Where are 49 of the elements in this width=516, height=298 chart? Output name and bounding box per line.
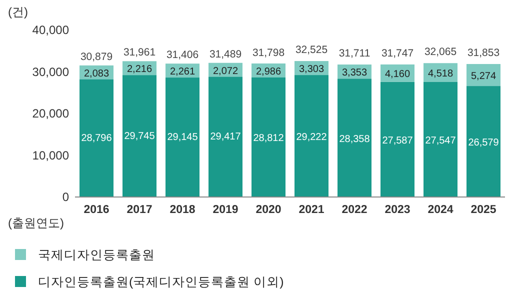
data-label: 28,358: [339, 134, 370, 145]
total-label: 31,798: [252, 47, 285, 60]
data-label: 29,145: [167, 132, 198, 144]
total-label: 31,747: [381, 47, 414, 60]
y-tick-label: 20,000: [32, 106, 70, 120]
y-axis-title: (건): [8, 5, 28, 19]
data-label: 29,417: [210, 132, 242, 143]
x-tick-label: 2021: [298, 204, 325, 216]
x-tick-label: 2018: [170, 204, 196, 216]
x-tick-label: 2020: [256, 204, 282, 216]
data-label: 28,796: [81, 132, 112, 144]
total-label: 31,406: [166, 48, 199, 61]
legend-label: 국제디자인등록출원: [38, 248, 155, 262]
y-tick-label: 0: [62, 190, 70, 204]
total-label: 31,489: [209, 48, 242, 61]
data-label: 26,579: [468, 138, 500, 149]
x-axis-title: (출원연도): [8, 216, 64, 230]
data-label: 4,518: [428, 68, 454, 80]
data-label: 27,547: [425, 135, 456, 146]
total-label: 31,961: [123, 46, 156, 59]
x-tick-label: 2025: [470, 204, 497, 216]
y-tick-label: 10,000: [32, 148, 70, 162]
total-label: 31,711: [338, 48, 370, 60]
data-label: 27,587: [382, 135, 414, 146]
total-label: 32,065: [424, 46, 457, 58]
x-tick-label: 2023: [384, 204, 410, 216]
data-label: 5,274: [470, 71, 496, 82]
data-label: 4,160: [384, 69, 410, 80]
total-label: 32,525: [295, 44, 328, 56]
legend-label: 디자인등록출원(국제디자인등록출원 이외): [38, 275, 284, 289]
y-tick-label: 40,000: [32, 23, 70, 37]
data-label: 28,812: [253, 132, 284, 144]
data-label: 2,072: [212, 66, 238, 77]
total-label: 31,853: [467, 47, 500, 60]
x-tick-label: 2017: [126, 204, 152, 216]
x-tick-label: 2019: [212, 204, 238, 216]
y-tick-label: 30,000: [32, 64, 70, 79]
x-tick-label: 2024: [428, 204, 454, 216]
data-label: 2,216: [126, 64, 152, 76]
x-tick-label: 2016: [84, 204, 110, 216]
data-label: 3,303: [298, 64, 324, 76]
data-label: 29,222: [296, 132, 328, 143]
data-label: 2,083: [84, 68, 110, 80]
data-label: 29,745: [124, 130, 156, 142]
data-label: 3,353: [342, 68, 368, 79]
data-label: 2,261: [170, 66, 196, 78]
total-label: 30,879: [80, 51, 113, 64]
x-tick-label: 2022: [342, 204, 368, 216]
data-label: 2,986: [256, 66, 282, 78]
